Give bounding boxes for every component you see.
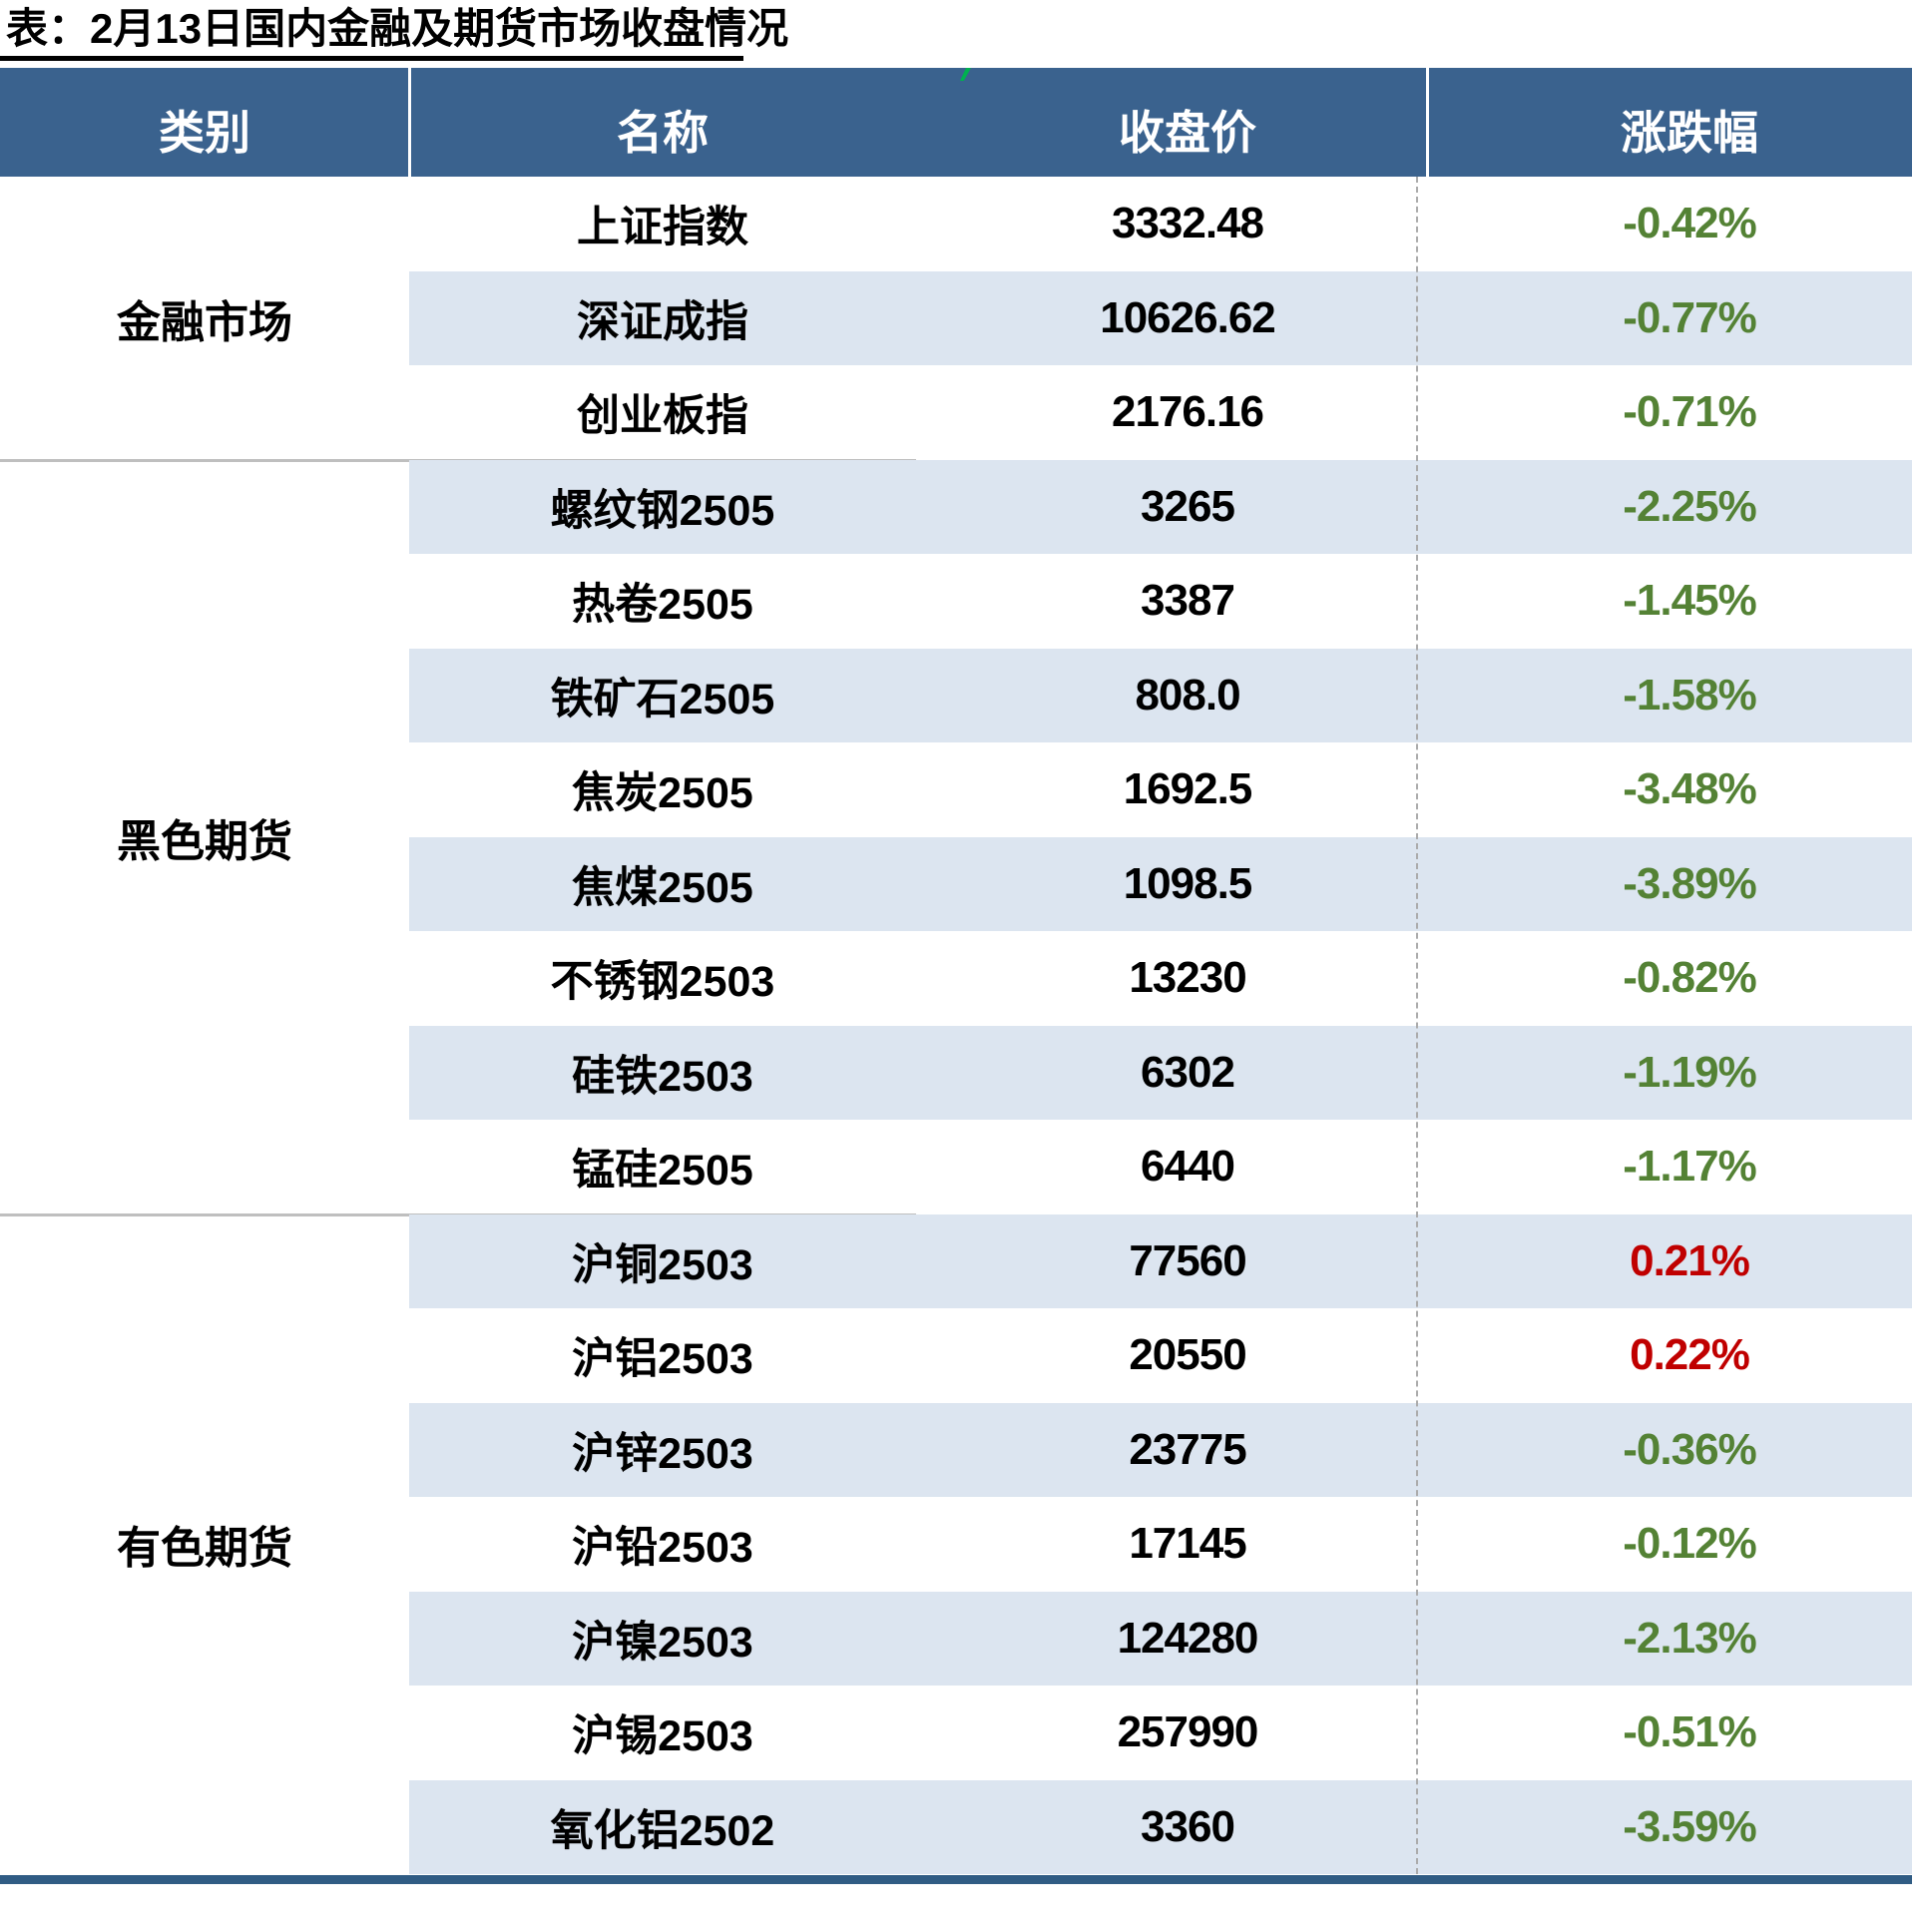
name-cell: 热卷2505 (572, 581, 753, 630)
name-cell: 沪铅2503 (572, 1524, 753, 1573)
close-price-cell: 3332.48 (1111, 199, 1264, 248)
name-cell: 硅铁2503 (572, 1052, 753, 1101)
close-price-cell: 1098.5 (1123, 858, 1253, 908)
table-row: 焦煤2505 1098.5 -3.89% (0, 836, 1912, 932)
price-change-dashed-divider (1416, 177, 1418, 1874)
category-label: 金融市场 (117, 297, 292, 347)
page-title: 表：2月13日国内金融及期货市场收盘情况 (6, 5, 789, 52)
close-price-cell: 3387 (1141, 576, 1235, 626)
header-cell-change-pct: 涨跌幅 (1621, 106, 1758, 159)
name-cell: 上证指数 (577, 204, 748, 252)
table-body: 上证指数 3332.48 -0.42% 深证成指 10626.62 -0.77% 创业板指 2… (0, 177, 1912, 1874)
change-pct-cell: -1.17% (1623, 1142, 1756, 1192)
comment-flag-icon (960, 68, 971, 81)
close-price-cell: 77560 (1129, 1235, 1246, 1285)
name-cell: 铁矿石2505 (550, 675, 775, 724)
title-underline (0, 56, 743, 61)
table-row: 上证指数 3332.48 -0.42% (0, 177, 1912, 271)
name-cell: 沪镍2503 (572, 1618, 753, 1667)
close-price-cell: 23775 (1129, 1424, 1246, 1474)
change-pct-cell: -1.45% (1623, 576, 1756, 626)
table-header-row: 类别 名称 收盘价 涨跌幅 (0, 68, 1912, 177)
name-cell: 创业板指 (577, 392, 748, 441)
change-pct-cell: -0.51% (1623, 1707, 1756, 1757)
name-cell: 沪锌2503 (572, 1429, 753, 1478)
header-cell-name: 名称 (617, 106, 709, 159)
close-price-cell: 3265 (1141, 481, 1235, 531)
name-cell: 螺纹钢2505 (550, 486, 775, 535)
header-divider-2 (1426, 68, 1429, 177)
table-row: 锰硅2505 6440 -1.17% (0, 1120, 1912, 1214)
table-row: 沪锡2503 257990 -0.51% (0, 1686, 1912, 1780)
header-cell-close-price: 收盘价 (1119, 106, 1256, 159)
close-price-cell: 6440 (1141, 1142, 1235, 1192)
table-row: 螺纹钢2505 3265 -2.25% (0, 459, 1912, 555)
header-divider-1 (408, 68, 411, 177)
close-price-cell: 257990 (1117, 1707, 1259, 1757)
change-pct-cell: 0.21% (1630, 1235, 1750, 1285)
change-pct-cell: -3.59% (1623, 1801, 1756, 1851)
change-pct-cell: -0.36% (1623, 1424, 1756, 1474)
change-pct-cell: -3.48% (1623, 764, 1756, 814)
name-cell: 焦煤2505 (572, 863, 753, 912)
close-price-cell: 13230 (1129, 953, 1246, 1003)
close-price-cell: 10626.62 (1100, 292, 1276, 342)
name-cell: 不锈钢2503 (550, 958, 775, 1007)
name-cell: 沪锡2503 (572, 1712, 753, 1761)
table-row: 沪铝2503 20550 0.22% (0, 1308, 1912, 1403)
name-cell: 锰硅2505 (572, 1147, 753, 1196)
table-row: 铁矿石2505 808.0 -1.58% (0, 648, 1912, 743)
close-price-cell: 3360 (1141, 1801, 1235, 1851)
change-pct-cell: -0.77% (1623, 292, 1756, 342)
close-price-cell: 20550 (1129, 1330, 1246, 1380)
change-pct-cell: -0.71% (1623, 387, 1756, 437)
close-price-cell: 1692.5 (1123, 764, 1253, 814)
change-pct-cell: -2.13% (1623, 1613, 1756, 1663)
name-cell: 沪铝2503 (572, 1335, 753, 1384)
table-row: 创业板指 2176.16 -0.71% (0, 365, 1912, 460)
category-label: 黑色期货 (117, 816, 292, 866)
table-row: 氧化铝2502 3360 -3.59% (0, 1779, 1912, 1875)
close-price-cell: 124280 (1117, 1613, 1259, 1663)
close-price-cell: 808.0 (1135, 670, 1240, 720)
table-row: 焦炭2505 1692.5 -3.48% (0, 742, 1912, 837)
table-row: 沪锌2503 23775 -0.36% (0, 1402, 1912, 1498)
change-pct-cell: -0.12% (1623, 1519, 1756, 1569)
name-cell: 深证成指 (577, 297, 748, 346)
table-row: 硅铁2503 6302 -1.19% (0, 1025, 1912, 1121)
change-pct-cell: -0.82% (1623, 953, 1756, 1003)
close-price-cell: 6302 (1141, 1047, 1235, 1097)
change-pct-cell: -1.19% (1623, 1047, 1756, 1097)
table-row: 沪镍2503 124280 -2.13% (0, 1591, 1912, 1687)
change-pct-cell: -0.42% (1623, 199, 1756, 248)
name-cell: 沪铜2503 (572, 1240, 753, 1289)
category-label: 有色期货 (117, 1524, 292, 1574)
close-price-cell: 17145 (1129, 1519, 1246, 1569)
name-cell: 焦炭2505 (572, 769, 753, 818)
table-row: 沪铜2503 77560 0.21% (0, 1213, 1912, 1309)
change-pct-cell: -2.25% (1623, 481, 1756, 531)
table-row: 不锈钢2503 13230 -0.82% (0, 931, 1912, 1026)
table-row: 深证成指 10626.62 -0.77% (0, 270, 1912, 366)
change-pct-cell: -3.89% (1623, 858, 1756, 908)
name-cell: 氧化铝2502 (550, 1806, 775, 1855)
change-pct-cell: 0.22% (1630, 1330, 1750, 1380)
table-bottom-border (0, 1875, 1912, 1884)
table-row: 热卷2505 3387 -1.45% (0, 554, 1912, 649)
header-cell-category: 类别 (159, 106, 250, 159)
close-price-cell: 2176.16 (1111, 387, 1264, 437)
change-pct-cell: -1.58% (1623, 670, 1756, 720)
table-row: 沪铅2503 17145 -0.12% (0, 1497, 1912, 1592)
